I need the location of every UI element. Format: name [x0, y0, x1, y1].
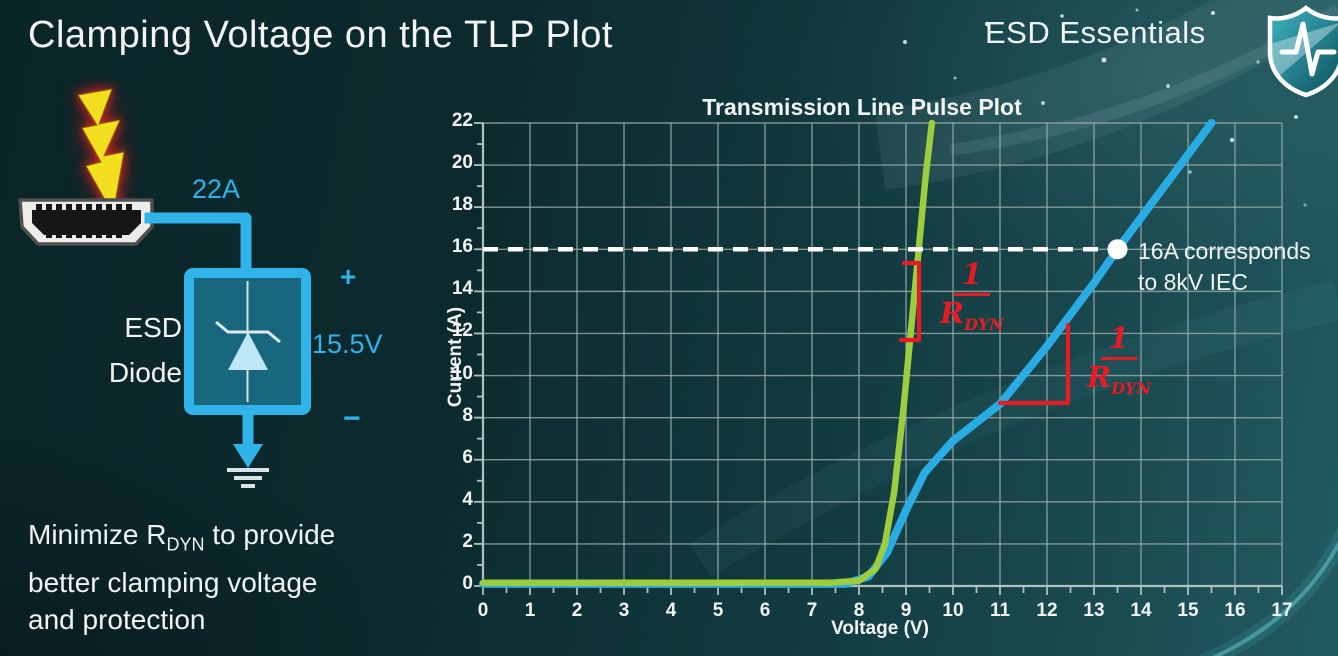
- x-axis-title: Voltage (V): [831, 618, 929, 639]
- esd-diode-label-line1: ESD: [124, 312, 182, 343]
- y-tick-label: 6: [462, 446, 473, 468]
- x-tick-label: 6: [759, 600, 771, 621]
- shield-pulse-icon: [1267, 5, 1338, 98]
- x-tick-label: 1: [524, 600, 536, 621]
- x-tick-label: 15: [1177, 600, 1199, 621]
- x-tick-label: 10: [942, 600, 964, 621]
- lightning-bolt-icon: [77, 88, 125, 216]
- earth-ground-icon: [227, 468, 269, 488]
- polarity-plus-label: +: [340, 261, 357, 292]
- y-tick-label: 0: [462, 573, 473, 594]
- y-tick-label: 16: [451, 236, 473, 258]
- reference-line-16a: [483, 239, 1128, 260]
- marker-annotation: 16A corresponds to 8kV IEC: [1138, 236, 1311, 298]
- y-tick-label: 4: [462, 488, 473, 510]
- x-tick-label: 9: [900, 600, 912, 621]
- x-tick-label: 13: [1083, 600, 1105, 621]
- x-tick-label: 17: [1271, 600, 1293, 621]
- x-tick-label: 16: [1224, 600, 1246, 621]
- fraction-numerator: 1: [1100, 322, 1138, 360]
- y-tick-label: 22: [451, 110, 473, 131]
- polarity-minus-label: −: [343, 402, 361, 435]
- rdyn-fraction-blue: 1 RDYN: [1080, 322, 1158, 406]
- slope-annotations: [898, 260, 1071, 406]
- note-line1: Minimize RDYN to provide: [28, 519, 336, 555]
- hdmi-connector-icon: [18, 198, 154, 246]
- green-slope-bracket: [898, 260, 922, 343]
- fraction-numerator: 1: [953, 258, 991, 296]
- x-tick-label: 3: [618, 600, 630, 621]
- marker-dot: [1107, 239, 1128, 260]
- iv-curves: [479, 119, 1216, 588]
- blue-slope-right-angle: [997, 322, 1071, 406]
- arrowhead: [233, 444, 263, 468]
- tlp-plot: [474, 119, 1283, 595]
- note-line2: better clamping voltage: [28, 566, 318, 598]
- note-line3: and protection: [28, 603, 206, 635]
- marker-annotation-line2: to 8kV IEC: [1138, 269, 1248, 295]
- brand-name: ESD Essentials: [985, 15, 1206, 50]
- fraction-denominator: RDYN: [939, 296, 1005, 334]
- x-tick-label: 5: [712, 600, 724, 621]
- page-title: Clamping Voltage on the TLP Plot: [28, 14, 613, 56]
- x-tick-label: 12: [1036, 600, 1058, 621]
- rdyn-fraction-green: 1 RDYN: [934, 258, 1010, 342]
- y-tick-label: 14: [451, 278, 473, 300]
- fraction-denominator: RDYN: [1086, 360, 1152, 398]
- x-tick-label: 0: [477, 600, 489, 621]
- grid-lines: [483, 122, 1283, 586]
- takeaway-note: Minimize RDYN to provide better clamping…: [28, 516, 335, 638]
- y-tick-label: 2: [462, 530, 473, 552]
- y-tick-label: 10: [451, 362, 473, 384]
- y-tick-label: 18: [451, 194, 473, 216]
- esd-circuit-diagram: [18, 88, 311, 488]
- clamp-voltage-label: 15.5V: [312, 329, 383, 359]
- y-tick-label: 12: [451, 320, 473, 342]
- surge-wire: [144, 212, 252, 282]
- surge-current-label: 22A: [192, 174, 241, 204]
- chart-title: Transmission Line Pulse Plot: [702, 94, 1022, 120]
- esd-diode-label-line2: Diode: [108, 357, 182, 388]
- x-tick-label: 8: [853, 600, 865, 621]
- x-tick-label: 11: [989, 600, 1011, 621]
- x-tick-label: 7: [806, 600, 818, 621]
- x-tick-label: 14: [1130, 600, 1152, 621]
- x-tick-label: 2: [571, 600, 583, 621]
- marker-annotation-line1: 16A corresponds: [1138, 238, 1311, 264]
- x-tick-label: 4: [665, 600, 677, 621]
- esd-diode-symbol: [184, 268, 311, 415]
- y-tick-label: 8: [462, 404, 473, 426]
- y-tick-label: 20: [451, 152, 473, 174]
- esd-diode-label: ESD Diode: [88, 305, 182, 395]
